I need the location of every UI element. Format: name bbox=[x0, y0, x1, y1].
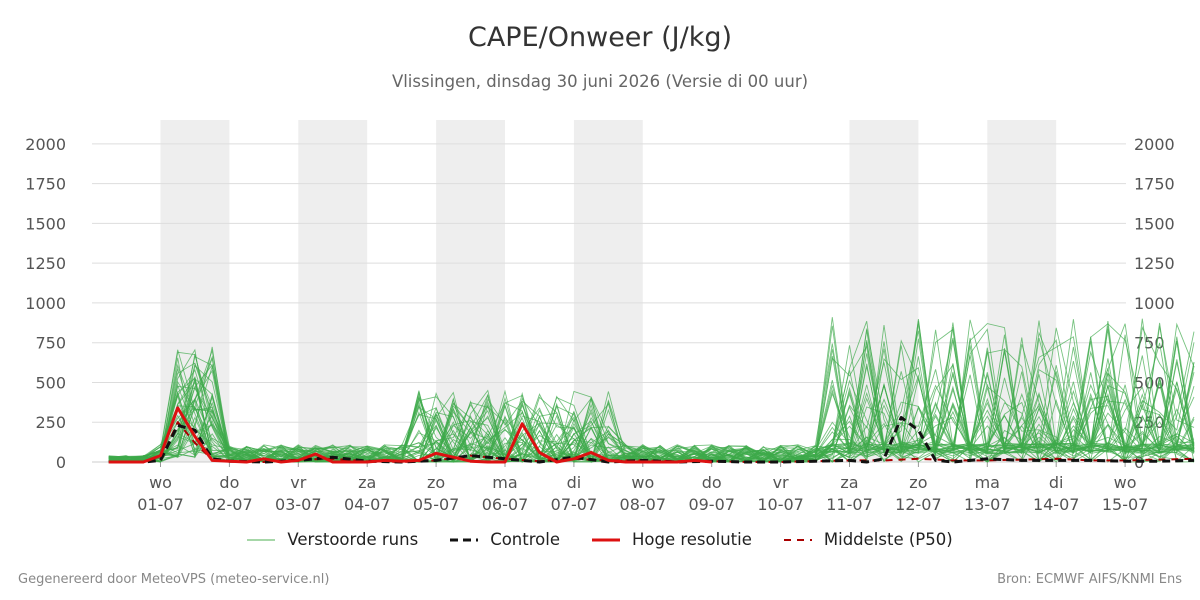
footer-generated-by: Gegenereerd door MeteoVPS (meteo-service… bbox=[18, 572, 330, 587]
x-tick-date-14: 15-07 bbox=[1102, 495, 1149, 514]
legend-swatch-hires bbox=[591, 538, 620, 541]
legend: Verstoorde runs Controle Hoge resolutie … bbox=[0, 530, 1200, 549]
y-axis-left: 0 250 500 750 1000 1250 1500 1750 2000 bbox=[25, 135, 66, 472]
y-tick-right-1250: 1250 bbox=[1134, 254, 1175, 273]
x-tick-day-3: za bbox=[358, 473, 376, 492]
x-tick-date-2: 03-07 bbox=[275, 495, 322, 514]
x-tick-date-4: 05-07 bbox=[413, 495, 460, 514]
legend-item-perturbed: Verstoorde runs bbox=[247, 530, 418, 549]
perturbed-run-38 bbox=[108, 317, 1195, 463]
x-tick-date-5: 06-07 bbox=[482, 495, 529, 514]
x-tick-day-0: wo bbox=[149, 473, 172, 492]
x-tick-day-13: di bbox=[1049, 473, 1064, 492]
x-tick-day-6: di bbox=[567, 473, 582, 492]
y-tick-right-2000: 2000 bbox=[1134, 135, 1175, 154]
legend-label-perturbed: Verstoorde runs bbox=[287, 530, 419, 549]
x-tick-date-10: 11-07 bbox=[826, 495, 873, 514]
y-tick-right-1500: 1500 bbox=[1134, 214, 1175, 233]
x-tick-date-8: 09-07 bbox=[688, 495, 735, 514]
legend-label-hires: Hoge resolutie bbox=[631, 530, 752, 549]
x-tick-date-0: 01-07 bbox=[137, 495, 184, 514]
weekend-band-2 bbox=[436, 120, 505, 462]
x-tick-date-11: 12-07 bbox=[895, 495, 942, 514]
legend-item-hires: Hoge resolutie bbox=[591, 530, 752, 549]
y-tick-left-1500: 1500 bbox=[25, 214, 66, 233]
legend-item-control: Controle bbox=[450, 530, 560, 549]
y-tick-left-500: 500 bbox=[35, 373, 66, 392]
x-tick-date-9: 10-07 bbox=[757, 495, 804, 514]
weekend-band-1 bbox=[298, 120, 368, 462]
y-tick-left-1750: 1750 bbox=[25, 175, 66, 194]
x-tick-day-14: wo bbox=[1114, 473, 1137, 492]
y-tick-left-1000: 1000 bbox=[25, 294, 66, 313]
perturbed-run-17 bbox=[108, 369, 1195, 463]
y-tick-right-1000: 1000 bbox=[1134, 294, 1175, 313]
legend-label-control: Controle bbox=[490, 530, 560, 549]
x-tick-date-6: 07-07 bbox=[551, 495, 598, 514]
perturbed-run-34 bbox=[108, 323, 1195, 463]
x-tick-day-12: ma bbox=[975, 473, 1000, 492]
legend-swatch-median bbox=[783, 538, 812, 541]
x-tick-day-1: do bbox=[219, 473, 239, 492]
legend-swatch-control bbox=[450, 538, 479, 541]
footer-source: Bron: ECMWF AIFS/KNMI Ens bbox=[997, 572, 1182, 587]
y-tick-left-750: 750 bbox=[35, 334, 66, 353]
y-tick-left-1250: 1250 bbox=[25, 254, 66, 273]
x-tick-date-1: 02-07 bbox=[206, 495, 253, 514]
x-tick-date-12: 13-07 bbox=[964, 495, 1011, 514]
x-tick-date-13: 14-07 bbox=[1033, 495, 1080, 514]
x-tick-date-3: 04-07 bbox=[344, 495, 391, 514]
x-tick-day-5: ma bbox=[492, 473, 517, 492]
perturbed-run-43 bbox=[108, 340, 1195, 464]
x-tick-day-10: za bbox=[840, 473, 858, 492]
x-tick-day-4: zo bbox=[427, 473, 445, 492]
y-tick-left-0: 0 bbox=[56, 453, 66, 472]
x-tick-day-9: vr bbox=[773, 473, 789, 492]
chart-title: CAPE/Onweer (J/kg) bbox=[467, 22, 732, 53]
main-series bbox=[108, 406, 1195, 464]
y-tick-right-1750: 1750 bbox=[1134, 175, 1175, 194]
x-tick-day-8: do bbox=[702, 473, 722, 492]
legend-swatch-perturbed bbox=[247, 539, 276, 540]
legend-label-median: Middelste (P50) bbox=[823, 530, 953, 549]
x-tick-date-7: 08-07 bbox=[620, 495, 667, 514]
chart-subtitle: Vlissingen, dinsdag 30 juni 2026 (Versie… bbox=[391, 72, 809, 91]
x-axis: wo 01-07 do 02-07 vr 03-07 za 04-07 zo 05-07 ma 06-… bbox=[137, 462, 1148, 514]
perturbed-run-49 bbox=[108, 356, 1195, 463]
y-tick-left-2000: 2000 bbox=[25, 135, 66, 154]
legend-item-median: Middelste (P50) bbox=[783, 530, 953, 549]
perturbed-run-47 bbox=[108, 384, 1195, 464]
x-tick-day-11: zo bbox=[909, 473, 927, 492]
y-tick-left-250: 250 bbox=[35, 413, 66, 432]
series-line-hires bbox=[108, 406, 712, 464]
x-tick-day-2: vr bbox=[290, 473, 306, 492]
x-tick-day-7: wo bbox=[631, 473, 654, 492]
perturbed-run-48 bbox=[108, 385, 1195, 463]
